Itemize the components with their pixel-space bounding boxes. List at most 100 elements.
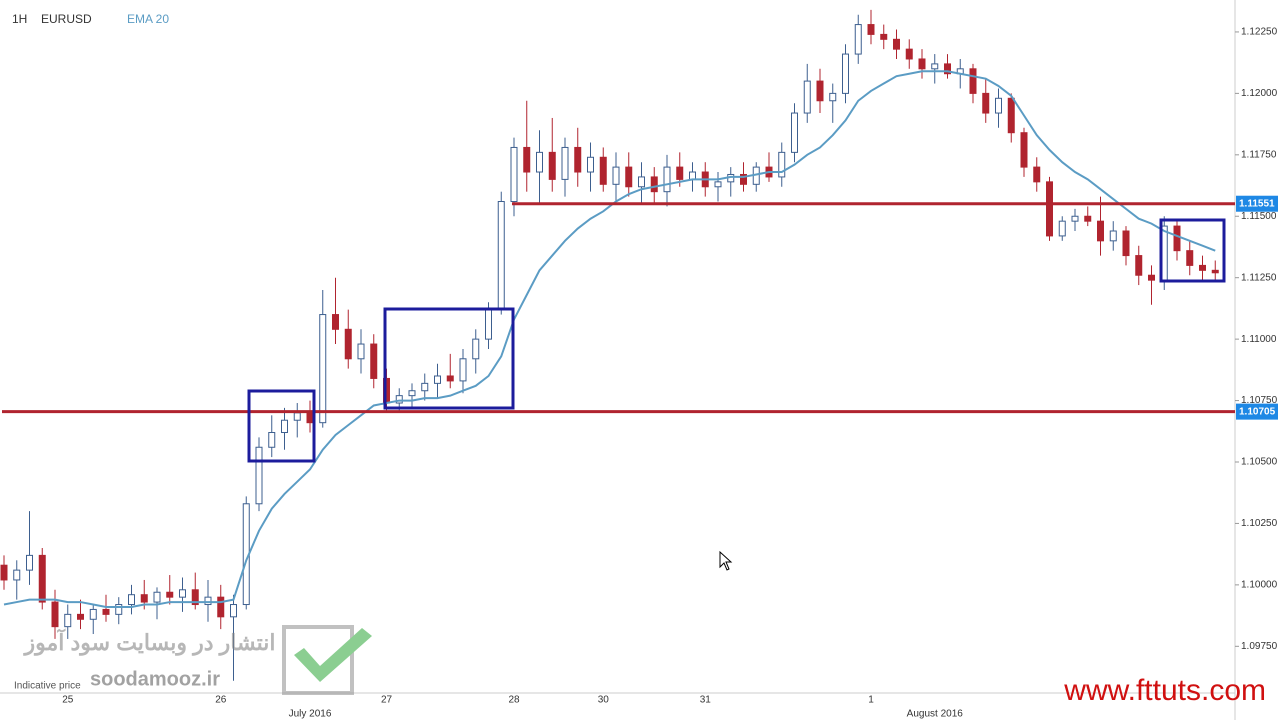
candle-body [446, 375, 454, 382]
candle-body [1173, 225, 1181, 252]
candle-body [587, 156, 594, 173]
candle-body [0, 564, 8, 581]
candle-body [1135, 255, 1143, 276]
month-label: July 2016 [289, 709, 332, 720]
candle-body [650, 176, 658, 193]
candle-body [982, 92, 990, 114]
y-tick-label: 1.11750 [1241, 149, 1277, 160]
candle-body [1007, 97, 1015, 134]
candle-body [599, 156, 607, 185]
candle-body [523, 146, 531, 173]
x-tick-label: 28 [508, 695, 520, 706]
watermark-check [294, 628, 372, 682]
y-tick-label: 1.11000 [1241, 334, 1277, 345]
candle-body [459, 358, 467, 382]
candle-body [472, 338, 480, 360]
candle-body [1058, 220, 1066, 237]
candle-body [1186, 250, 1194, 266]
candle-body [153, 591, 161, 603]
watermark-fa: انتشار در وبسایت سود آموز [23, 628, 276, 656]
interval: 1H [12, 12, 27, 26]
candle-body [676, 166, 684, 180]
candle-body [13, 569, 21, 581]
candle-body [1109, 230, 1117, 242]
note: Indicative price [14, 681, 81, 692]
watermark-box [282, 625, 354, 695]
candle-body [268, 432, 276, 448]
site-url: www.fttuts.com [1063, 674, 1266, 707]
symbol: EURUSD [41, 12, 92, 26]
boxes [247, 218, 1226, 463]
candle-body [561, 146, 569, 180]
candle-body [51, 601, 59, 628]
candle-body [867, 24, 875, 35]
y-tick-label: 1.10000 [1241, 580, 1278, 591]
candle-body [689, 171, 696, 180]
candle-body [548, 151, 556, 180]
y-tick-label: 1.10500 [1241, 457, 1278, 468]
candle-body [370, 343, 378, 379]
candle-body [816, 80, 824, 102]
candle-body [803, 80, 811, 114]
candle-body [255, 446, 263, 505]
level-label: 1.11551 [1239, 198, 1275, 209]
candle-body [395, 395, 403, 404]
x-tick-label: 26 [215, 695, 227, 706]
candle-body [306, 412, 314, 424]
candle-body [854, 24, 862, 55]
candle-body [740, 173, 747, 185]
y-tick-label: 1.10750 [1241, 395, 1278, 406]
candle-body [38, 554, 46, 603]
candle-body [1020, 132, 1028, 168]
x-tick-label: 31 [700, 695, 712, 706]
box [383, 307, 515, 410]
watermark-url: soodamooz.ir [90, 668, 220, 690]
candle-body [714, 181, 722, 188]
watermark: انتشار در وبسایت سود آموز soodamooz.ir [23, 625, 372, 695]
candle-body [1033, 166, 1041, 183]
candle-body [319, 314, 327, 424]
candle-body [1211, 269, 1219, 274]
candle-body [26, 554, 33, 571]
y-tick-label: 1.10250 [1241, 518, 1278, 529]
x-tick-label: 25 [62, 695, 74, 706]
candle-body [115, 604, 123, 615]
y-tick-label: 1.09750 [1241, 641, 1278, 652]
candle-body [230, 604, 237, 618]
candle-body [179, 589, 186, 598]
candle-body [893, 38, 900, 50]
candle-body [791, 112, 798, 153]
cursor [719, 550, 733, 571]
candle-body [408, 390, 416, 397]
candle-body [332, 314, 339, 330]
candle-body [77, 613, 84, 620]
plot-area: 1.09750 1.10000 1.10250 1.10500 1.10750 1.110… [0, 9, 1278, 720]
candle-body [140, 594, 148, 603]
box [1159, 218, 1226, 283]
x-tick-label: 27 [381, 695, 393, 706]
candle-body [612, 166, 620, 185]
indicator-label: EMA 20 [127, 12, 169, 26]
candle-body [625, 166, 633, 188]
month-label: August 2016 [907, 709, 964, 720]
candle-body [1046, 181, 1053, 237]
candle-body [497, 201, 505, 311]
candle-body [217, 596, 225, 618]
candle-body [89, 608, 97, 620]
candle-body [357, 343, 365, 360]
candle-body [191, 589, 199, 606]
candle-body [842, 53, 849, 94]
candle-body [944, 63, 951, 75]
candle-body [166, 591, 174, 598]
candle-body [638, 176, 645, 188]
candle-body [880, 33, 888, 40]
candle-body [536, 151, 543, 173]
candle-body [64, 613, 72, 628]
candle-body [510, 146, 518, 203]
candle-body [421, 382, 429, 392]
candle-body [1148, 274, 1155, 281]
y-tick-label: 1.11500 [1241, 211, 1277, 222]
candle-body [1071, 215, 1079, 222]
